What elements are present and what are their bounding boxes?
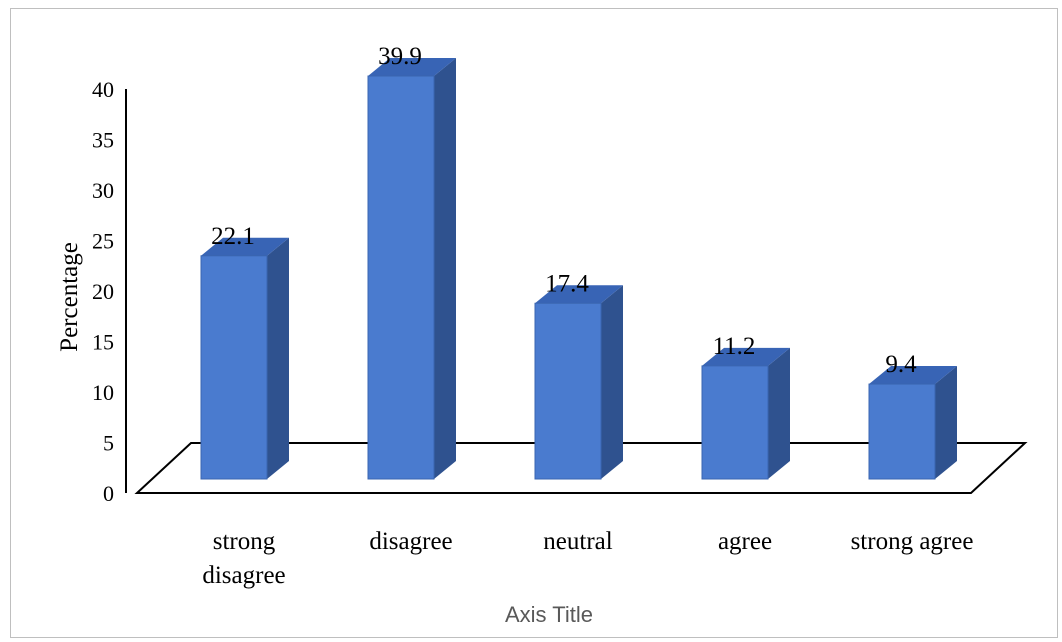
- bar: [701, 347, 790, 480]
- bar-front: [701, 365, 769, 480]
- bar-side: [601, 285, 623, 479]
- data-label: 22.1: [211, 223, 255, 250]
- y-tick-label: 15: [92, 330, 114, 355]
- bar: [200, 237, 289, 480]
- bar: [868, 366, 957, 480]
- x-category-label: disagree: [369, 528, 452, 555]
- bar-side: [935, 366, 957, 479]
- y-tick-label: 10: [92, 380, 114, 405]
- bar-front: [534, 302, 602, 480]
- bar-top: [869, 366, 957, 385]
- data-label: 17.4: [545, 270, 589, 297]
- bar-top: [535, 285, 623, 304]
- y-tick-label: 0: [103, 481, 114, 506]
- bar: [534, 285, 623, 480]
- data-label: 9.4: [885, 351, 917, 378]
- data-label: 11.2: [713, 333, 756, 360]
- y-tick-label: 40: [92, 77, 114, 102]
- bar-top: [368, 58, 456, 77]
- bar-series: [200, 58, 957, 480]
- bar: [367, 58, 456, 480]
- bar-front: [868, 383, 936, 480]
- bar-top: [201, 237, 289, 256]
- bar-front: [200, 255, 268, 480]
- bar-side: [434, 58, 456, 479]
- y-tick-label: 35: [92, 128, 114, 153]
- value-axis: 0 5 10 15 20 25 30 35 40: [92, 77, 127, 506]
- x-category-label: strong agree: [851, 528, 974, 555]
- y-tick-label: 20: [92, 279, 114, 304]
- x-category-label: strong: [213, 528, 276, 555]
- x-axis-title: Axis Title: [505, 602, 593, 627]
- bar-front: [367, 75, 435, 480]
- x-category-label: neutral: [543, 528, 612, 555]
- bar-side: [267, 237, 289, 479]
- x-category-label: agree: [718, 528, 772, 555]
- bar-chart: 0 5 10 15 20 25 30 35 40 22.1 39.9 17.4 11.2 9.4 str…: [56, 43, 1028, 627]
- bar-side: [768, 347, 790, 479]
- x-category-label: disagree: [202, 562, 285, 589]
- y-tick-label: 25: [92, 229, 114, 254]
- data-label: 39.9: [378, 43, 422, 70]
- chart-frame: 0 5 10 15 20 25 30 35 40 22.1 39.9 17.4 11.2 9.4 str…: [10, 8, 1058, 638]
- y-axis-title: Percentage: [56, 242, 83, 352]
- y-tick-label: 5: [103, 431, 114, 456]
- category-axis: strong disagree disagree neutral agree strong…: [202, 528, 973, 589]
- data-labels: 22.1 39.9 17.4 11.2 9.4: [211, 43, 917, 378]
- bar-top: [702, 347, 790, 366]
- y-tick-label: 30: [92, 178, 114, 203]
